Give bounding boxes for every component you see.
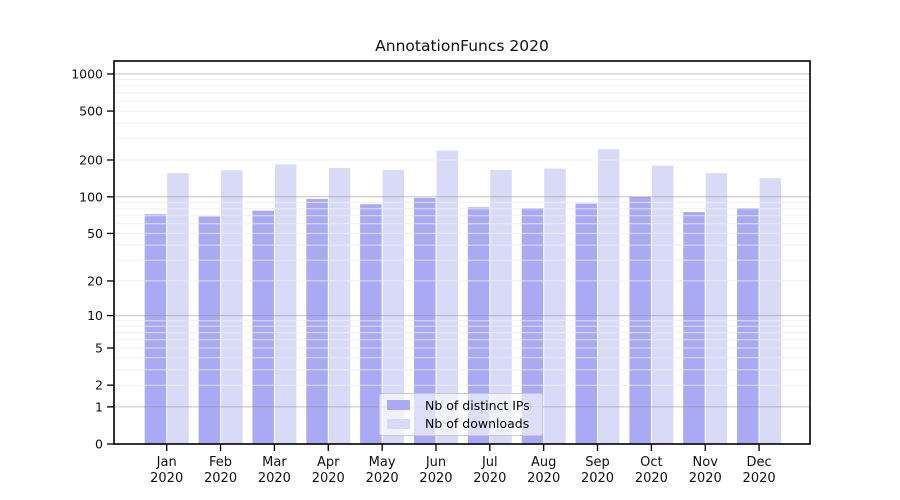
- bar-ips-may: [360, 204, 382, 444]
- x-tick-year: 2020: [150, 471, 183, 486]
- bar-downloads-oct: [651, 165, 674, 444]
- bar-downloads-nov: [705, 173, 728, 444]
- x-tick-year: 2020: [635, 471, 668, 486]
- bar-ips-sep: [575, 203, 597, 444]
- bar-ips-feb: [198, 216, 221, 444]
- y-tick-label: 50: [87, 226, 103, 241]
- x-axis: Jan2020Feb2020Mar2020Apr2020May2020Jun20…: [150, 444, 776, 486]
- bar-downloads-aug: [544, 168, 566, 444]
- minor-gridlines: [114, 79, 810, 386]
- y-tick-label: 10: [87, 308, 103, 323]
- x-tick-year: 2020: [689, 471, 722, 486]
- y-tick-label: 0: [95, 437, 103, 452]
- plot-frame: [113, 60, 811, 445]
- x-tick-month: Feb: [209, 455, 232, 470]
- legend-swatch-downloads: [387, 418, 410, 429]
- y-tick-label: 1: [95, 399, 103, 414]
- legend-label-downloads: Nb of downloads: [425, 416, 530, 432]
- bar-downloads-sep: [598, 149, 620, 444]
- x-tick-month: Mar: [262, 455, 287, 470]
- x-tick-month: May: [369, 455, 396, 470]
- x-tick-month: Dec: [747, 455, 772, 470]
- x-tick-month: Jan: [156, 455, 177, 470]
- x-tick-year: 2020: [581, 471, 614, 486]
- x-tick-month: Oct: [640, 455, 662, 470]
- legend: Nb of distinct IPs Nb of downloads: [379, 393, 543, 436]
- bar-ips-mar: [252, 210, 274, 444]
- x-tick-year: 2020: [527, 471, 560, 486]
- x-tick-month: Aug: [531, 455, 556, 470]
- bar-downloads-may: [382, 169, 405, 444]
- y-axis: 0 1 2 5 10 20 50 100 200 500 1000: [71, 67, 114, 452]
- y-tick-label: 200: [79, 152, 103, 167]
- bar-downloads-jul: [490, 169, 512, 444]
- legend-item-downloads: Nb of downloads: [380, 415, 542, 433]
- legend-label-distinct-ips: Nb of distinct IPs: [425, 397, 530, 413]
- x-tick-month: Nov: [693, 455, 719, 470]
- chart-title: AnnotationFuncs 2020: [375, 37, 549, 55]
- x-tick-month: Jul: [481, 455, 498, 470]
- y-tick-label: 2: [95, 378, 103, 393]
- x-tick-year: 2020: [312, 471, 345, 486]
- x-tick-year: 2020: [366, 471, 399, 486]
- x-tick-month: Jun: [425, 455, 446, 470]
- bar-ips-nov: [683, 212, 705, 444]
- bar-downloads-apr: [328, 168, 351, 444]
- x-tick-year: 2020: [204, 471, 237, 486]
- x-tick-year: 2020: [258, 471, 291, 486]
- y-tick-label: 5: [95, 341, 103, 356]
- x-tick-year: 2020: [473, 471, 506, 486]
- y-tick-label: 1000: [71, 67, 103, 82]
- legend-item-distinct-ips: Nb of distinct IPs: [380, 396, 542, 414]
- x-tick-year: 2020: [743, 471, 776, 486]
- bar-downloads-dec: [759, 178, 782, 444]
- x-tick-month: Sep: [585, 455, 610, 470]
- y-tick-label: 100: [79, 189, 103, 204]
- bar-downloads-mar: [274, 164, 297, 444]
- legend-swatch-distinct-ips: [387, 400, 410, 411]
- bar-downloads-jan: [167, 173, 189, 444]
- bar-downloads-feb: [221, 170, 243, 444]
- bar-ips-jan: [144, 214, 167, 444]
- x-tick-month: Apr: [317, 455, 340, 470]
- y-tick-label: 20: [87, 273, 103, 288]
- y-tick-label: 500: [79, 104, 103, 119]
- x-tick-year: 2020: [419, 471, 452, 486]
